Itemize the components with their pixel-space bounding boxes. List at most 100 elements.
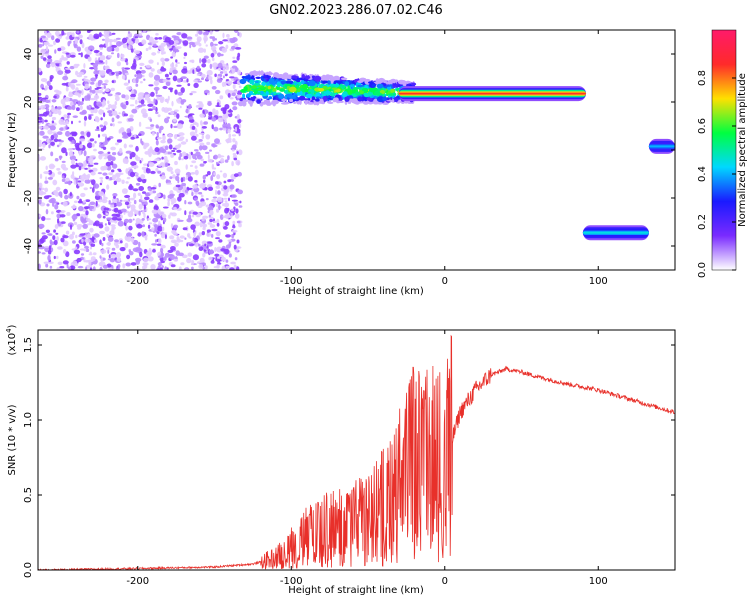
noise-blob	[104, 37, 110, 43]
noise-blob	[115, 252, 122, 258]
noise-blob	[111, 163, 118, 169]
noise-blob	[156, 62, 159, 66]
noise-blob	[44, 30, 47, 36]
noise-blob	[61, 82, 68, 86]
noise-blob	[43, 261, 50, 265]
tone-blob	[272, 87, 277, 93]
noise-blob	[181, 151, 187, 158]
noise-blob	[84, 95, 90, 101]
noise-blob	[105, 161, 112, 167]
noise-blob	[197, 80, 203, 83]
noise-blob	[236, 55, 240, 61]
noise-blob	[211, 228, 218, 232]
noise-blob	[217, 258, 221, 264]
noise-blob	[106, 233, 110, 238]
noise-blob	[38, 133, 41, 136]
noise-blob	[219, 71, 224, 74]
noise-blob	[128, 44, 131, 50]
tone-blob	[284, 83, 292, 88]
noise-blob	[178, 156, 182, 161]
noise-blob	[83, 187, 88, 191]
noise-blob	[222, 32, 225, 39]
tone-blob	[271, 99, 279, 105]
noise-blob	[134, 50, 140, 55]
noise-blob	[89, 138, 95, 142]
noise-blob	[103, 30, 110, 36]
noise-blob	[63, 126, 66, 131]
noise-blob	[198, 107, 203, 110]
noise-blob	[133, 267, 141, 270]
noise-blob	[121, 74, 126, 80]
noise-blob	[157, 50, 161, 54]
noise-blob	[234, 257, 238, 261]
noise-blob	[112, 38, 118, 43]
noise-blob	[68, 150, 74, 157]
noise-blob	[88, 115, 92, 120]
noise-blob	[69, 155, 76, 161]
y-tick-label: 0.0	[23, 562, 34, 578]
tone-blob	[247, 97, 251, 101]
noise-blob	[166, 267, 169, 270]
tone-blob	[239, 98, 243, 102]
noise-blob	[227, 128, 231, 134]
noise-blob	[70, 81, 76, 84]
noise-blob	[232, 152, 237, 156]
noise-blob	[235, 266, 240, 270]
noise-blob	[157, 114, 161, 118]
noise-blob	[79, 39, 83, 45]
noise-blob	[45, 99, 51, 104]
noise-blob	[198, 145, 203, 151]
noise-blob	[124, 242, 129, 249]
noise-blob	[229, 76, 235, 79]
noise-blob	[210, 45, 217, 51]
tone-blob	[386, 86, 391, 90]
noise-blob	[99, 47, 103, 50]
noise-blob	[110, 224, 116, 227]
noise-blob	[206, 110, 209, 114]
noise-blob	[141, 201, 145, 204]
noise-blob	[150, 187, 157, 190]
tone-blob	[318, 88, 325, 92]
noise-blob	[216, 174, 221, 180]
noise-blob	[173, 224, 179, 229]
noise-blob	[59, 127, 65, 131]
noise-blob	[84, 179, 91, 184]
noise-blob	[70, 205, 77, 209]
noise-blob	[128, 249, 132, 253]
noise-blob	[214, 73, 217, 78]
noise-blob	[195, 241, 199, 248]
noise-blob	[49, 77, 53, 82]
noise-blob	[192, 184, 199, 189]
noise-blob	[160, 175, 166, 180]
noise-blob	[134, 38, 139, 44]
noise-blob	[60, 237, 65, 243]
noise-blob	[180, 76, 187, 79]
colorbar: 0.0 0.2 0.4 0.6 0.8 Normalized spectral ampl…	[697, 29, 748, 278]
noise-blob	[47, 44, 54, 47]
noise-blob	[106, 217, 113, 221]
noise-blob	[209, 209, 214, 216]
noise-blob	[135, 83, 139, 87]
noise-blob	[120, 208, 127, 213]
noise-blob	[65, 86, 69, 92]
noise-blob	[93, 162, 99, 165]
noise-blob	[48, 144, 51, 149]
tone-blob	[330, 78, 334, 84]
noise-blob	[138, 186, 144, 191]
tone-blob	[333, 97, 339, 102]
noise-blob	[227, 80, 233, 86]
noise-blob	[218, 239, 223, 243]
noise-blob	[106, 242, 111, 246]
noise-blob	[193, 82, 199, 88]
noise-blob	[224, 221, 230, 227]
tone-blob	[272, 91, 277, 95]
noise-blob	[204, 243, 207, 247]
noise-blob	[226, 207, 230, 212]
noise-blob	[64, 69, 71, 74]
noise-blob	[164, 266, 168, 270]
tone-blob	[392, 81, 396, 84]
noise-blob	[75, 70, 79, 76]
noise-blob	[161, 226, 165, 232]
noise-blob	[131, 237, 135, 243]
noise-blob	[100, 249, 107, 254]
